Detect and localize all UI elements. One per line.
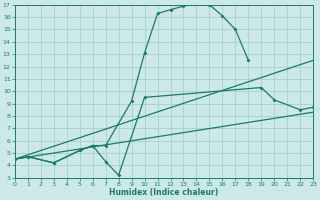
X-axis label: Humidex (Indice chaleur): Humidex (Indice chaleur) bbox=[109, 188, 219, 197]
